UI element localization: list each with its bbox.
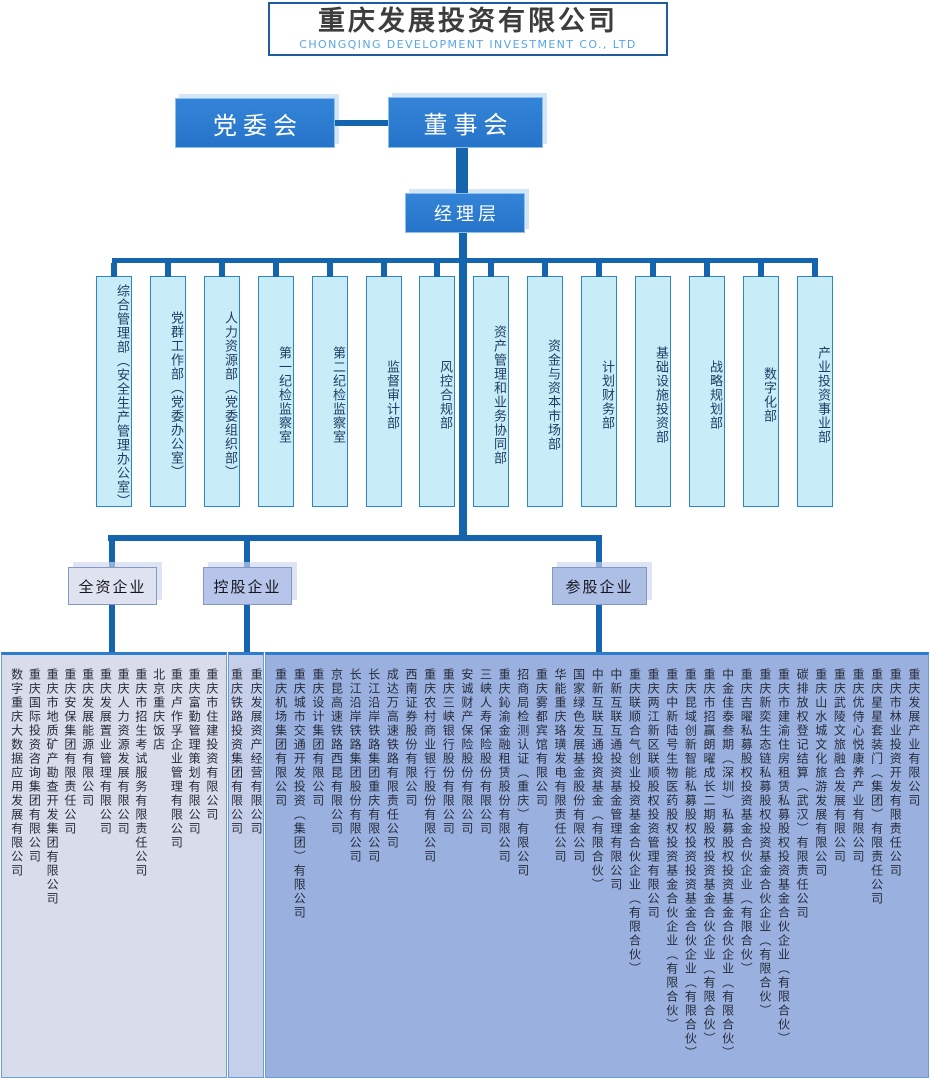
panel-holding: 重庆铁路投资集团有限公司 重庆发展资产经营有限公司 — [228, 652, 264, 1078]
company-name: 重庆发展资产经营有限公司 — [249, 668, 264, 836]
company-name: 招商局检测认证（重庆）有限公司 — [515, 668, 530, 878]
company-name: 重庆市建渝住房租赁私募股权投资基金合伙企业（有限合伙） — [776, 668, 791, 1046]
company-name: 重庆昆域创新智能私募股权投资投资基金合伙企业（有限合伙） — [683, 668, 698, 1060]
company-name: 三峡人寿保险股份有限公司 — [478, 668, 493, 836]
connector-holding-panel — [244, 605, 250, 653]
management-box: 经理层 — [405, 193, 525, 233]
company-name: 重庆市地质矿产勘查开发集团有限公司 — [45, 668, 60, 906]
category-box-wholly-owned: 全资企业 — [68, 567, 157, 605]
company-name: 重庆农村商业银行股份有限公司 — [422, 668, 437, 864]
department-box: 资金与资本市场部 — [527, 263, 563, 507]
department-box: 人力资源部（党委组织部） — [204, 263, 240, 507]
department-box: 战略规划部 — [689, 263, 725, 507]
company-name: 中新互联互通投资基金（有限合伙） — [590, 668, 605, 892]
connector-drop-wholly — [109, 538, 115, 568]
company-subtitle: CHONGQING DEVELOPMENT INVESTMENT CO., LT… — [299, 37, 637, 51]
company-name: 西南证券股份有限公司 — [403, 668, 418, 808]
department-box: 资产管理和业务协同部 — [473, 263, 509, 507]
department-box: 计划财务部 — [581, 263, 617, 507]
company-title-box: 重庆发展投资有限公司 CHONGQING DEVELOPMENT INVESTM… — [268, 2, 668, 56]
board-of-directors-box: 董事会 — [388, 97, 543, 148]
panel-invested: 重庆机场集团有限公司 重庆城市交通开发投资（集团）有限公司 重庆设计集团有限公司 京昆… — [265, 652, 929, 1078]
connector-party-board — [335, 120, 388, 126]
company-name: 安诚财产保险股份有限公司 — [459, 668, 474, 836]
company-name: 重庆市招赢朗曜成长二期股权投资基金合伙企业（有限合伙） — [701, 668, 716, 1046]
company-name: 成达万高速铁路有限责任公司 — [385, 668, 400, 850]
company-name: 重庆发展能源有限公司 — [80, 668, 95, 808]
department-box: 风控合规部 — [419, 263, 455, 507]
company-name: 重庆武陵文旅融合发展有限公司 — [832, 668, 847, 864]
department-box: 党群工作部（党委办公室） — [150, 263, 186, 507]
company-name: 重庆安保集团有限责任公司 — [62, 668, 77, 836]
company-name: 重庆发展产业有限公司 — [906, 668, 921, 808]
company-name: 重庆卢作孚企业管理有限公司 — [169, 668, 184, 850]
company-name: 北京重庆饭店 — [151, 668, 166, 752]
department-box: 第一纪检监察室 — [258, 263, 294, 507]
company-name: 重庆三峡银行股份有限公司 — [441, 668, 456, 836]
department-box: 监督审计部 — [366, 263, 402, 507]
company-name: 长江沿岸铁路集团重庆有限公司 — [366, 668, 381, 864]
company-name: 重庆中新陆号生物医药股权投资基金合伙企业（有限合伙） — [664, 668, 679, 1032]
connector-wholly-panel — [109, 605, 115, 653]
company-name: 重庆优侍心悦康养产业有限公司 — [850, 668, 865, 864]
party-committee-box: 党委会 — [175, 98, 335, 148]
category-box-invested: 参股企业 — [552, 567, 647, 605]
company-name: 中新互联互通投资基金管理有限公司 — [608, 668, 623, 892]
department-box: 产业投资事业部 — [797, 263, 833, 507]
company-name: 重庆市林业投资开发有限责任公司 — [888, 668, 903, 878]
department-box: 数字化部 — [743, 263, 779, 507]
company-title: 重庆发展投资有限公司 — [318, 6, 618, 38]
connector-department-rail — [112, 258, 818, 263]
company-name: 重庆城市交通开发投资（集团）有限公司 — [292, 668, 307, 920]
company-name: 重庆铁路投资集团有限公司 — [229, 668, 244, 836]
panel-wholly-owned: 数字重庆大数据应用发展有限公司 重庆国际投资咨询集团有限公司 重庆市地质矿产勘查开发… — [1, 652, 227, 1078]
company-name: 碳排放权登记结算（武汉）有限责任公司 — [795, 668, 810, 920]
company-name: 重庆国际投资咨询集团有限公司 — [27, 668, 42, 864]
company-name: 华能重庆珞璜发电有限责任公司 — [552, 668, 567, 864]
department-box: 综合管理部（安全生产管理办公室） — [96, 263, 132, 508]
company-name: 重庆联顺合气创业投资基金合伙企业（有限合伙） — [627, 668, 642, 976]
company-name: 重庆雾都宾馆有限公司 — [534, 668, 549, 808]
company-name: 重庆发展置业管理有限公司 — [98, 668, 113, 836]
connector-drop-holding — [244, 538, 250, 568]
company-name: 国家绿色发展基金股份有限公司 — [571, 668, 586, 864]
company-name: 中金佳泰叁期（深圳）私募股权投资基金合伙企业（有限合伙） — [720, 668, 735, 1060]
company-name: 长江沿岸铁路集团股份有限公司 — [348, 668, 363, 864]
company-name: 数字重庆大数据应用发展有限公司 — [9, 668, 24, 878]
company-name: 重庆人力资源发展有限公司 — [116, 668, 131, 836]
connector-trunk — [459, 233, 467, 538]
department-box: 基础设施投资部 — [635, 263, 671, 507]
connector-drop-invested — [596, 538, 602, 568]
connector-board-management — [456, 148, 468, 193]
company-name: 重庆新奕生态链私募股权投资基金合伙企业（有限合伙） — [757, 668, 772, 1018]
category-box-holding: 控股企业 — [203, 567, 292, 605]
company-name: 重庆富勤管理策划有限公司 — [187, 668, 202, 836]
company-name: 重庆星星套装门（集团）有限责任公司 — [869, 668, 884, 906]
company-name: 重庆市招生考试服务有限责任公司 — [133, 668, 148, 878]
company-name: 重庆两江新区联顺股权投资管理有限公司 — [646, 668, 661, 920]
connector-invested-panel — [596, 605, 602, 653]
department-box: 第二纪检监察室 — [312, 263, 348, 507]
company-name: 重庆山水城文化旅游发展有限公司 — [813, 668, 828, 878]
company-name: 重庆机场集团有限公司 — [273, 668, 288, 808]
company-name: 重庆鈊渝金融租赁股份有限公司 — [497, 668, 512, 864]
connector-category-rail — [108, 535, 602, 541]
company-name: 重庆吉曜私募股权投资基金合伙企业（有限合伙） — [739, 668, 754, 976]
company-name: 重庆设计集团有限公司 — [310, 668, 325, 808]
company-name: 京昆高速铁路西昆有限公司 — [329, 668, 344, 836]
company-name: 重庆市住建投资有限公司 — [204, 668, 219, 822]
